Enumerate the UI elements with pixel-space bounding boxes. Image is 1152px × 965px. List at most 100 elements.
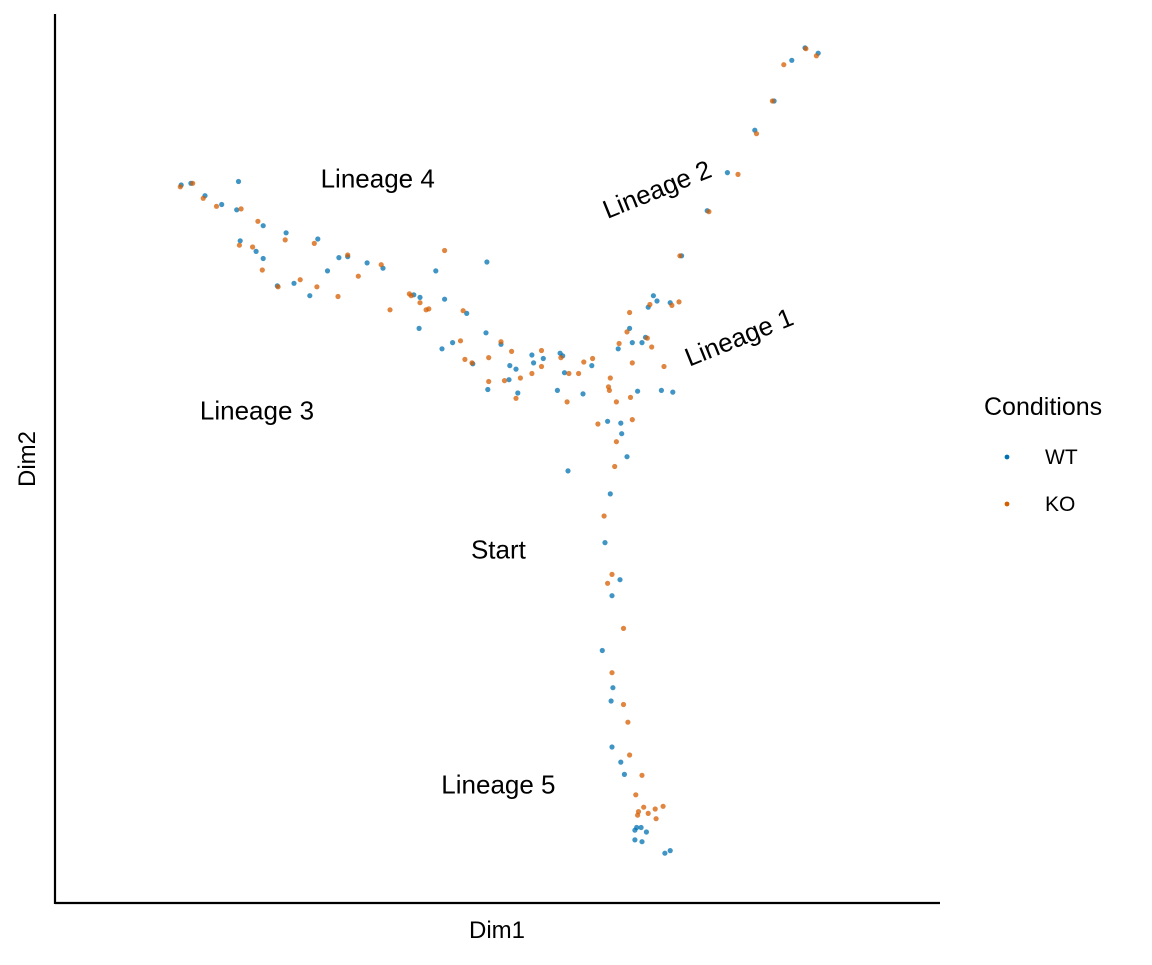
point-ko xyxy=(803,46,809,52)
point-ko xyxy=(529,370,535,377)
point-wt xyxy=(260,255,266,262)
point-wt xyxy=(608,698,614,704)
point-wt xyxy=(442,296,448,302)
point-ko xyxy=(652,806,658,812)
point-ko xyxy=(517,375,524,381)
point-ko xyxy=(200,195,206,201)
point-ko xyxy=(605,580,611,586)
point-wt xyxy=(417,294,423,300)
point-ko xyxy=(335,293,341,300)
point-ko xyxy=(644,335,650,341)
point-ko xyxy=(311,240,317,246)
point-ko xyxy=(653,816,659,822)
annotation-lineage-1: Lineage 1 xyxy=(680,302,797,373)
point-wt xyxy=(565,468,571,474)
point-wt xyxy=(621,771,628,778)
point-ko xyxy=(355,273,361,279)
point-ko xyxy=(558,355,564,361)
point-wt xyxy=(615,346,621,352)
point-ko xyxy=(645,810,651,817)
point-wt xyxy=(609,744,615,750)
point-ko xyxy=(250,244,256,250)
point-ko xyxy=(576,370,582,377)
point-wt xyxy=(617,577,623,583)
point-ko xyxy=(627,309,633,316)
point-wt xyxy=(609,593,615,599)
point-wt xyxy=(639,340,645,346)
point-ko xyxy=(255,218,261,224)
points-layer xyxy=(177,45,821,856)
point-wt xyxy=(789,57,795,63)
point-wt xyxy=(589,363,595,369)
point-wt xyxy=(724,170,731,176)
point-wt xyxy=(602,540,608,546)
point-wt xyxy=(485,386,491,393)
point-ko xyxy=(469,360,475,366)
point-wt xyxy=(529,352,535,358)
point-ko xyxy=(633,792,639,798)
point-ko xyxy=(457,338,464,344)
point-wt xyxy=(635,388,641,394)
point-ko xyxy=(581,359,587,365)
point-ko xyxy=(442,247,448,254)
point-wt xyxy=(336,255,342,261)
point-ko xyxy=(282,237,288,243)
point-ko xyxy=(601,513,607,519)
point-wt xyxy=(260,223,266,229)
point-wt xyxy=(540,355,546,362)
point-wt xyxy=(513,366,519,372)
point-wt xyxy=(235,178,242,185)
point-wt xyxy=(658,387,665,393)
point-ko xyxy=(406,291,412,297)
legend-label-ko: KO xyxy=(1045,493,1075,516)
point-wt xyxy=(580,391,586,397)
point-ko xyxy=(706,209,712,215)
point-ko xyxy=(213,203,220,209)
point-ko xyxy=(238,206,244,212)
point-wt xyxy=(416,325,422,331)
point-wt xyxy=(618,759,624,765)
point-wt xyxy=(515,390,521,396)
point-ko xyxy=(462,356,468,362)
point-ko xyxy=(501,378,508,384)
point-ko xyxy=(378,262,384,268)
point-ko xyxy=(236,242,242,248)
point-ko xyxy=(538,347,545,354)
legend-marker-wt xyxy=(1004,454,1010,460)
point-ko xyxy=(641,804,647,810)
point-ko xyxy=(509,348,515,354)
point-wt xyxy=(315,236,321,242)
point-ko xyxy=(498,339,504,345)
point-wt xyxy=(599,647,605,654)
legend-marker-ko xyxy=(1004,501,1010,507)
series-ko xyxy=(177,46,820,822)
point-ko xyxy=(564,399,570,405)
point-ko xyxy=(660,803,666,809)
point-wt xyxy=(464,310,470,316)
point-wt xyxy=(650,293,657,299)
point-ko xyxy=(612,463,618,470)
annotation-lineage-4: Lineage 4 xyxy=(321,163,435,193)
y-axis-title: Dim2 xyxy=(14,431,41,487)
point-wt xyxy=(624,454,630,460)
point-wt xyxy=(638,824,644,831)
point-ko xyxy=(387,307,393,313)
point-ko xyxy=(620,625,627,632)
point-wt xyxy=(670,389,676,395)
point-ko xyxy=(677,253,683,259)
point-ko xyxy=(605,384,612,390)
point-wt xyxy=(629,340,635,346)
point-wt xyxy=(561,370,568,376)
point-ko xyxy=(417,300,423,306)
point-ko xyxy=(486,378,492,385)
annotation-lineage-3: Lineage 3 xyxy=(200,395,314,425)
point-wt xyxy=(237,238,243,244)
point-wt xyxy=(531,360,537,366)
point-wt xyxy=(554,387,561,393)
point-ko xyxy=(635,812,641,818)
point-ko xyxy=(613,439,620,445)
annotations-layer: Lineage 4 Lineage 2 Lineage 1 Lineage 3 Star… xyxy=(200,154,798,800)
point-ko xyxy=(620,701,627,708)
point-ko xyxy=(177,184,183,190)
annotation-start: Start xyxy=(471,534,527,564)
